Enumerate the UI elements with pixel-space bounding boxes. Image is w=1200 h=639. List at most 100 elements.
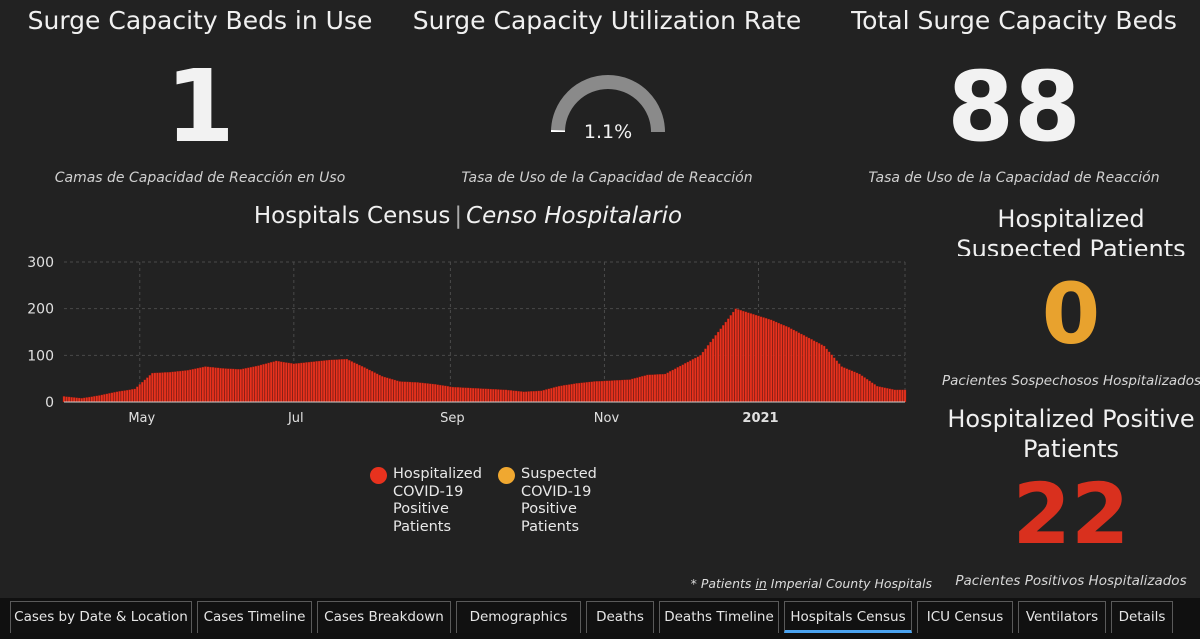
bar [570, 383, 573, 403]
bar [93, 396, 96, 403]
bar [100, 394, 104, 403]
tab-deaths-timeline[interactable]: Deaths Timeline [659, 601, 779, 633]
side-positive-subtitle: Pacientes Positivos Hospitalizados [955, 573, 1187, 589]
bar [575, 383, 578, 403]
bar [557, 385, 561, 403]
bar [163, 372, 167, 403]
bar [416, 382, 419, 403]
bar [580, 382, 583, 403]
bar [817, 343, 821, 403]
x-tick-label: Nov [594, 411, 620, 426]
legend-item-suspected[interactable]: Suspected COVID-19 Positive Patients [498, 466, 606, 536]
bar [903, 389, 907, 403]
legend-item-positive[interactable]: Hospitalized COVID-19 Positive Patients [370, 466, 482, 536]
bar [290, 363, 293, 403]
tab-demographics[interactable]: Demographics [456, 601, 581, 633]
bar [219, 367, 222, 403]
bar [886, 388, 889, 403]
bar [88, 396, 91, 403]
bar [232, 368, 235, 403]
bar [567, 384, 571, 403]
bar [358, 364, 361, 403]
bar [648, 374, 652, 403]
bar [449, 386, 452, 403]
bar [156, 372, 159, 403]
bar [532, 391, 535, 403]
gauge-value-text: 1.1% [584, 121, 632, 143]
bar [201, 366, 205, 403]
bar [800, 333, 803, 403]
bar [641, 376, 644, 403]
bar [855, 372, 859, 403]
bar [603, 380, 606, 403]
tab-cases-breakdown[interactable]: Cases Breakdown [317, 601, 451, 633]
bar [537, 390, 540, 403]
bar [504, 389, 508, 403]
tab-hospitals-census[interactable]: Hospitals Census [784, 601, 912, 633]
bar [762, 317, 765, 403]
bar [234, 368, 237, 403]
bar [292, 363, 296, 403]
bar [252, 366, 255, 403]
bar [80, 398, 83, 403]
bar [229, 368, 232, 403]
bar [734, 308, 737, 403]
census-footnote: * Patients in Imperial County Hospitals [640, 576, 932, 591]
tab-ventilators[interactable]: Ventilators [1018, 601, 1106, 633]
bar [595, 381, 599, 403]
bar [209, 366, 212, 403]
bar [274, 360, 278, 403]
bar [269, 362, 273, 403]
bar [709, 341, 712, 403]
bar [610, 380, 614, 403]
bar [706, 345, 710, 403]
bar [469, 387, 472, 403]
bar [661, 373, 664, 403]
bar [810, 339, 813, 403]
bar [858, 373, 861, 403]
bar [108, 393, 111, 403]
bar [280, 361, 283, 403]
bar [739, 310, 743, 403]
tab-deaths[interactable]: Deaths [586, 601, 654, 633]
bar [898, 389, 902, 403]
bar [502, 389, 505, 403]
bar [636, 377, 639, 403]
bar [386, 377, 389, 403]
bar [325, 360, 328, 403]
bar [711, 338, 715, 403]
bar [211, 367, 215, 403]
bar [668, 371, 672, 403]
census-chart[interactable]: 0 100 200 300 May Jul Sep Nov 2021 [0, 250, 936, 450]
census-title-en: Hospitals Census [253, 203, 451, 229]
bar [565, 384, 568, 403]
bar [598, 381, 601, 403]
tab-cases-timeline[interactable]: Cases Timeline [197, 601, 312, 633]
tab-cases-by-date-location[interactable]: Cases by Date & Location [10, 601, 192, 633]
bar [383, 376, 386, 403]
tab-details[interactable]: Details [1111, 601, 1173, 633]
bar [823, 345, 826, 403]
bar [494, 389, 498, 403]
bar [848, 369, 851, 403]
bar [401, 381, 404, 403]
bar [484, 388, 487, 403]
bar [83, 397, 86, 403]
bar [775, 321, 778, 403]
bar [550, 387, 553, 403]
bar [330, 359, 333, 403]
bar [764, 318, 768, 403]
bar [560, 385, 563, 403]
bar [626, 379, 629, 403]
bar [860, 375, 864, 403]
bar [673, 368, 677, 403]
bar [302, 362, 306, 403]
bar [499, 389, 503, 403]
bar [456, 387, 460, 403]
bar [413, 382, 417, 403]
bar [226, 368, 230, 403]
utilization-gauge: 1.1% [551, 75, 665, 143]
y-tick-label: 200 [27, 302, 54, 318]
bar [492, 389, 495, 403]
tab-icu-census[interactable]: ICU Census [917, 601, 1013, 633]
